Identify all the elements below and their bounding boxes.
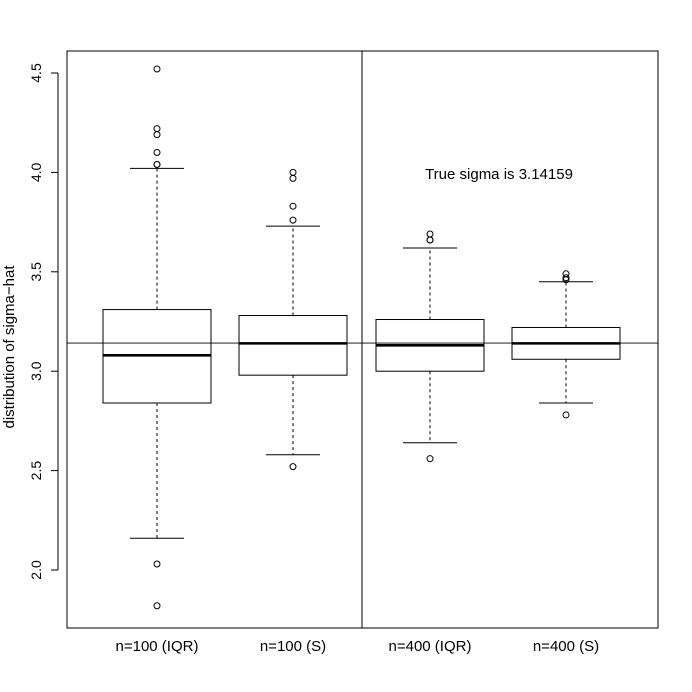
outlier-point [289,168,297,176]
outlier-point [289,202,297,210]
outlier-point [562,276,570,284]
plot-area: 2.0 2.5 3.0 3.5 4.0 4.5 n=100 (IQR) n=100 (S) n=… [28,50,659,655]
outlier-point [289,216,297,224]
outlier-point [153,160,161,168]
y-tick-label: 2.5 [28,461,44,481]
y-tick-label: 4.0 [28,162,44,182]
outlier-point [153,131,161,139]
outlier-point [153,65,161,73]
x-tick-label: n=400 (S) [533,638,599,655]
outlier-point [426,455,434,463]
y-tick-label: 3.5 [28,262,44,282]
outlier-point [289,174,297,182]
outlier-point [153,149,161,157]
box-iqr [238,315,348,376]
annotation-true-sigma: True sigma is 3.14159 [425,166,573,183]
outlier-point [562,274,570,282]
y-tick-label: 4.5 [28,63,44,83]
x-tick-label: n=400 (IQR) [389,638,472,655]
y-tick-label: 3.0 [28,361,44,381]
x-tick-label: n=100 (IQR) [116,638,199,655]
outlier-point [153,125,161,133]
outlier-point [426,236,434,244]
y-tick-label: 2.0 [28,560,44,580]
x-tick-label: n=100 (S) [260,638,326,655]
outlier-point [426,230,434,238]
outlier-point [562,411,570,419]
y-axis-label: distribution of sigma−hat [1,265,18,429]
outlier-point [153,560,161,568]
outlier-point [289,463,297,471]
outlier-point [153,602,161,610]
